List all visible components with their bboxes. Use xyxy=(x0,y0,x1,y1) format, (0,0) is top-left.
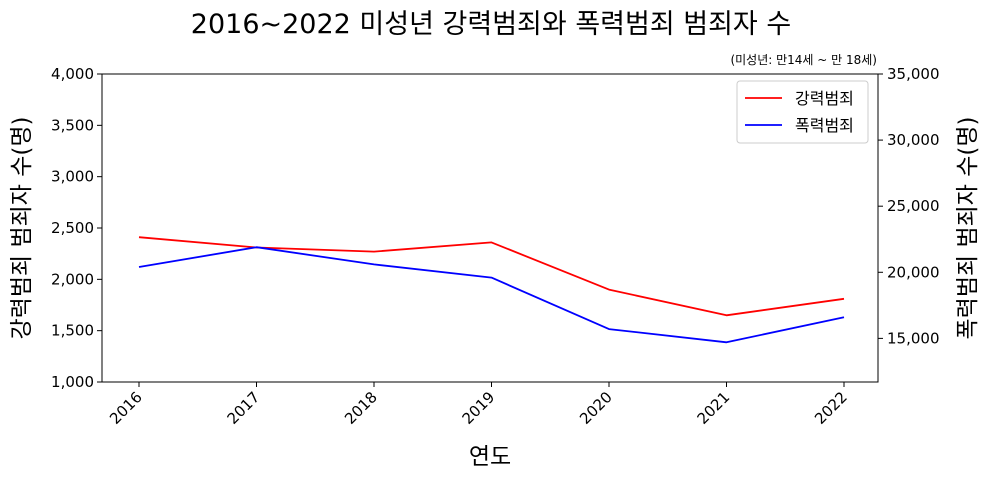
x-axis-label: 연도 xyxy=(469,444,511,470)
legend-box xyxy=(736,80,869,144)
right-axis: 15,000 20,000 25,000 30,000 35,000 xyxy=(878,65,940,347)
right-tick-label: 25,000 xyxy=(887,197,940,215)
right-tick-label: 20,000 xyxy=(887,263,940,281)
left-tick-label: 1,500 xyxy=(51,322,94,340)
chart-title: 2016~2022 미성년 강력범죄와 폭력범죄 범죄자 수 xyxy=(191,9,791,40)
x-tick-label: 2016 xyxy=(106,388,146,428)
x-tick-label: 2019 xyxy=(459,388,499,428)
series-layer xyxy=(138,236,845,344)
legend-label-0: 강력범죄 xyxy=(795,89,854,108)
left-axis: 1,000 1,500 2,000 2,500 3,000 3,500 4,000 xyxy=(51,65,102,391)
x-tick-label: 2022 xyxy=(811,388,851,428)
chart-note: (미성년: 만14세 ~ 만 18세) xyxy=(730,53,877,67)
right-tick-label: 35,000 xyxy=(887,65,940,83)
x-tick-label: 2018 xyxy=(341,388,381,428)
left-tick-label: 2,000 xyxy=(51,270,94,288)
x-tick-label: 2021 xyxy=(694,388,734,428)
x-axis: 2016 2017 2018 2019 2020 2021 2022 xyxy=(106,382,851,428)
y-axis-label-right: 폭력범죄 범죄자 수(명) xyxy=(955,116,981,339)
y-axis-label-left: 강력범죄 범죄자 수(명) xyxy=(9,116,35,339)
x-tick-label: 2017 xyxy=(224,388,264,428)
left-tick-label: 2,500 xyxy=(51,219,94,237)
series-line-1 xyxy=(138,246,845,344)
left-tick-label: 4,000 xyxy=(51,65,94,83)
left-tick-label: 3,000 xyxy=(51,168,94,186)
legend-label-1: 폭력범죄 xyxy=(795,116,854,135)
right-tick-label: 30,000 xyxy=(887,131,940,149)
left-tick-label: 3,500 xyxy=(51,116,94,134)
x-tick-label: 2020 xyxy=(576,388,616,428)
legend: 강력범죄 폭력범죄 xyxy=(736,80,869,144)
right-tick-label: 15,000 xyxy=(887,329,940,347)
left-tick-label: 1,000 xyxy=(51,373,94,391)
